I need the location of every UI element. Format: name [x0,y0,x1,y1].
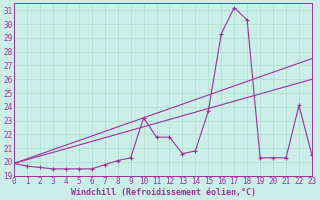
X-axis label: Windchill (Refroidissement éolien,°C): Windchill (Refroidissement éolien,°C) [70,188,255,197]
